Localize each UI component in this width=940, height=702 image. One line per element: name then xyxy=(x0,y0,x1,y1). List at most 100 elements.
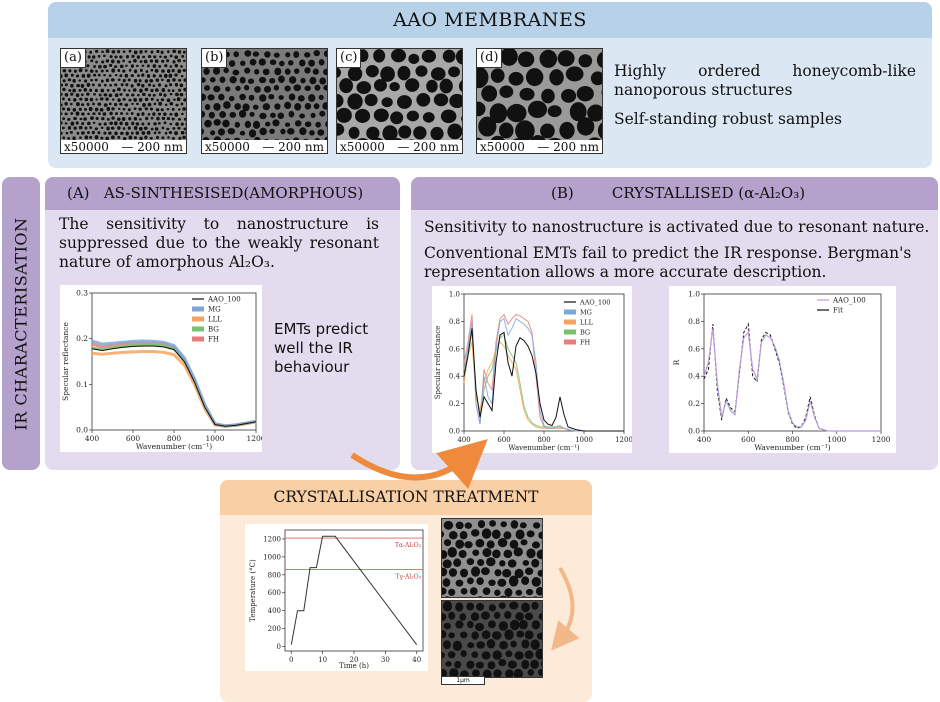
sem-pore xyxy=(284,122,291,127)
sem-pore xyxy=(578,54,593,68)
sem-pore xyxy=(454,660,462,669)
sem-pore xyxy=(158,74,162,78)
legend-swatch xyxy=(192,316,204,322)
sem-pore xyxy=(448,531,458,540)
sem-pore xyxy=(163,55,168,59)
sem-pore xyxy=(314,84,321,91)
sem-pore xyxy=(153,131,157,135)
sem-pore xyxy=(181,112,184,116)
sem-pore xyxy=(108,131,112,135)
sem-pore xyxy=(166,127,170,131)
legend-label: AAO_100 xyxy=(207,296,241,304)
sem-pore xyxy=(138,107,142,111)
legend-swatch xyxy=(564,319,576,325)
sem-pore xyxy=(146,64,150,68)
sem-pore xyxy=(89,135,93,139)
sem-pore xyxy=(105,97,109,101)
sem-scale: — 200 nm xyxy=(121,140,183,154)
sem-pore xyxy=(148,93,152,97)
x-axis-label: Wavenumber (cm⁻¹) xyxy=(136,442,212,451)
sem-pore xyxy=(474,622,485,632)
y-axis-label: Specular reflectance xyxy=(434,326,442,400)
sem-pore xyxy=(185,122,186,126)
sem-pore xyxy=(72,136,76,141)
sem-pore xyxy=(142,55,146,59)
sem-pore xyxy=(76,102,80,107)
sem-pore xyxy=(98,93,102,97)
sem-pore xyxy=(79,136,82,139)
sem-pore xyxy=(67,125,72,130)
sem-pore xyxy=(161,59,165,63)
sem-pore xyxy=(288,60,294,66)
sem-pore xyxy=(92,121,96,125)
sem-magnification: x50000 xyxy=(340,140,385,154)
sem-pore xyxy=(471,669,480,677)
sem-pore xyxy=(175,92,179,97)
sem-pore xyxy=(128,68,132,72)
sem-pore xyxy=(98,112,101,116)
y-tick-label: 0.2 xyxy=(688,399,700,408)
sem-pore xyxy=(596,51,602,68)
sem-pore xyxy=(179,93,184,97)
sem-pore xyxy=(117,98,121,103)
sem-pore xyxy=(538,531,542,540)
sem-pore xyxy=(141,83,145,88)
sem-pore xyxy=(114,102,118,107)
sem-pore xyxy=(90,116,94,120)
sem-pore xyxy=(471,566,481,577)
sem-pore xyxy=(173,98,176,101)
y-tick-label: 0.4 xyxy=(449,373,461,381)
sem-pore xyxy=(272,119,280,127)
sem-pore xyxy=(172,78,176,82)
sem-pore xyxy=(288,76,297,84)
sem-pore xyxy=(64,112,68,116)
sem-pore xyxy=(458,80,462,93)
sem-pore xyxy=(442,601,453,612)
sem-pore xyxy=(447,123,462,140)
sem-pore xyxy=(518,619,528,630)
sem-pore xyxy=(391,49,407,63)
sem-pore xyxy=(171,117,175,121)
sem-pore xyxy=(87,55,91,59)
crystallised-text-2: Conventional EMTs fail to predict the IR… xyxy=(424,244,912,281)
sem-pore xyxy=(69,131,73,134)
sem-pore xyxy=(114,93,119,98)
sem-pore xyxy=(114,83,118,87)
sem-pore xyxy=(263,85,272,93)
sem-pore xyxy=(128,98,132,102)
sem-pore xyxy=(520,539,528,546)
sem-panel-label: (c) xyxy=(336,48,362,68)
sem-pore xyxy=(131,54,135,58)
sem-pore xyxy=(150,68,154,72)
x-tick-label: 600 xyxy=(126,434,141,443)
sem-pore xyxy=(524,567,534,575)
sem-pore xyxy=(80,93,84,97)
sem-pore xyxy=(164,64,168,68)
sem-pore xyxy=(452,640,463,651)
sem-pore xyxy=(103,83,107,87)
sem-pore xyxy=(210,130,216,136)
sem-pore xyxy=(293,51,300,58)
sem-pore xyxy=(157,131,161,134)
sem-pore xyxy=(156,98,159,102)
sem-pore xyxy=(486,638,496,649)
sem-pore xyxy=(510,520,519,529)
sem-pore xyxy=(174,55,179,60)
sem-pore xyxy=(489,103,508,124)
x-tick-label: 1000 xyxy=(827,435,846,444)
sem-pore xyxy=(61,112,63,116)
description-line-2: Self-standing robust samples xyxy=(614,110,842,128)
sem-pore xyxy=(158,64,162,68)
sem-pore xyxy=(229,76,237,84)
sem-pore xyxy=(62,117,66,121)
sem-pore xyxy=(464,522,472,529)
sem-pore xyxy=(413,126,427,140)
sem-pore xyxy=(166,98,171,103)
sem-pore xyxy=(167,89,171,93)
sem-pore xyxy=(168,131,173,135)
sem-caption: x50000 — 200 nm xyxy=(201,140,328,154)
sem-pore xyxy=(258,76,267,84)
sem-pore xyxy=(445,661,452,667)
y-tick-label: 0.6 xyxy=(688,344,700,353)
sem-pore xyxy=(174,131,178,136)
